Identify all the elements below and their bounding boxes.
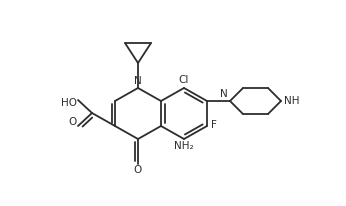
Text: Cl: Cl <box>179 75 189 85</box>
Text: HO: HO <box>61 98 77 108</box>
Text: NH₂: NH₂ <box>174 141 194 151</box>
Text: O: O <box>69 117 77 127</box>
Text: O: O <box>134 165 142 175</box>
Text: N: N <box>134 76 142 86</box>
Text: NH: NH <box>284 96 300 106</box>
Text: N: N <box>220 89 228 99</box>
Text: F: F <box>211 120 217 130</box>
